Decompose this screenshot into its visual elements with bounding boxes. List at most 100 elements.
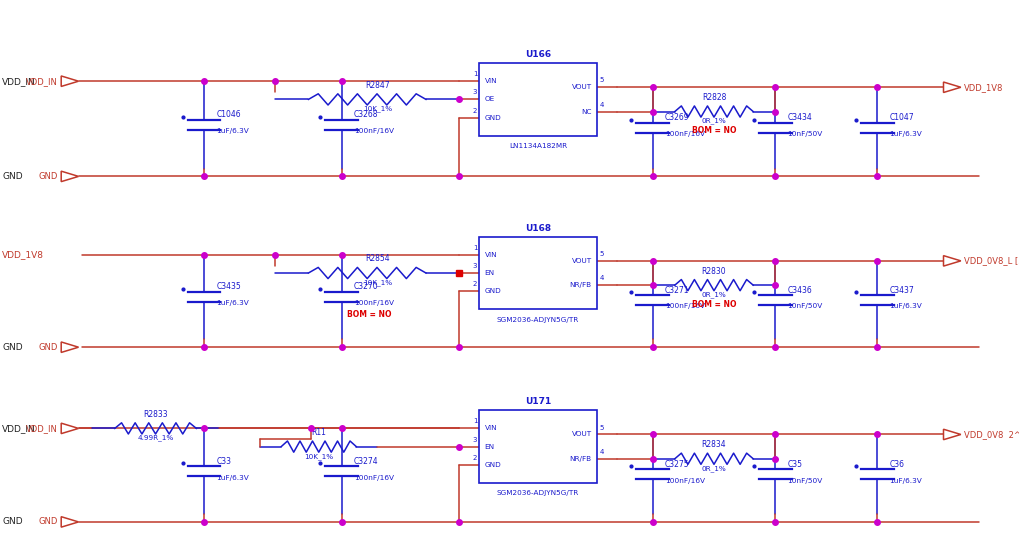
- Text: 1uF/6.3V: 1uF/6.3V: [216, 300, 249, 306]
- Text: VIN: VIN: [484, 426, 496, 431]
- Text: VOUT: VOUT: [571, 84, 591, 90]
- Text: GND: GND: [484, 288, 500, 294]
- Text: 100nF/16V: 100nF/16V: [664, 131, 704, 137]
- Text: 10nF/50V: 10nF/50V: [787, 304, 822, 310]
- Bar: [479, 237, 596, 309]
- Text: BOM = NO: BOM = NO: [691, 300, 736, 309]
- Text: VIN: VIN: [484, 78, 496, 84]
- Text: C3436: C3436: [787, 286, 811, 295]
- Text: 1uF/6.3V: 1uF/6.3V: [889, 478, 921, 484]
- Text: 5: 5: [599, 251, 603, 257]
- Text: U171: U171: [525, 397, 550, 407]
- Text: U166: U166: [525, 50, 550, 59]
- Text: C3437: C3437: [889, 286, 913, 295]
- Text: VDD_IN: VDD_IN: [2, 424, 36, 433]
- Bar: [479, 410, 596, 483]
- Text: C3270: C3270: [354, 282, 378, 291]
- Text: LN1134A182MR: LN1134A182MR: [508, 143, 567, 149]
- Text: 4.99R_1%: 4.99R_1%: [138, 435, 173, 441]
- Bar: [479, 63, 596, 136]
- Text: 100nF/16V: 100nF/16V: [354, 300, 393, 306]
- Text: 10K_1%: 10K_1%: [363, 105, 391, 113]
- Text: 100nF/16V: 100nF/16V: [354, 475, 393, 480]
- Text: R2833: R2833: [143, 410, 168, 419]
- Text: 1: 1: [473, 418, 477, 424]
- Text: 10nF/50V: 10nF/50V: [787, 131, 822, 137]
- Text: SGM2036-ADJYN5G/TR: SGM2036-ADJYN5G/TR: [496, 491, 579, 496]
- Text: GND: GND: [39, 172, 58, 181]
- Text: VDD_0V8  2^,6: VDD_0V8 2^,6: [963, 430, 1019, 439]
- Text: GND: GND: [39, 517, 58, 526]
- Text: EN: EN: [484, 444, 494, 450]
- Text: C3275: C3275: [664, 460, 689, 469]
- Text: C3274: C3274: [354, 456, 378, 466]
- Text: 10K_1%: 10K_1%: [363, 279, 391, 286]
- Text: VDD_0V8_L [3^,10]: VDD_0V8_L [3^,10]: [963, 256, 1019, 265]
- Text: GND: GND: [2, 343, 22, 352]
- Text: 3: 3: [473, 90, 477, 96]
- Text: GND: GND: [2, 172, 22, 181]
- Text: 1uF/6.3V: 1uF/6.3V: [216, 475, 249, 480]
- Text: 4: 4: [599, 101, 603, 108]
- Text: VOUT: VOUT: [571, 431, 591, 437]
- Text: 0R_1%: 0R_1%: [701, 118, 726, 124]
- Text: 100nF/16V: 100nF/16V: [354, 128, 393, 134]
- Text: GND: GND: [2, 517, 22, 526]
- Text: C35: C35: [787, 460, 802, 469]
- Text: 0R_1%: 0R_1%: [701, 465, 726, 472]
- Text: C3435: C3435: [216, 282, 240, 291]
- Text: NR/FB: NR/FB: [569, 282, 591, 288]
- Text: 4: 4: [599, 449, 603, 455]
- Text: R2854: R2854: [365, 254, 389, 264]
- Text: 100nF/16V: 100nF/16V: [664, 478, 704, 484]
- Text: BOM = NO: BOM = NO: [691, 126, 736, 135]
- Text: R2834: R2834: [701, 440, 726, 449]
- Text: C3271: C3271: [664, 286, 689, 295]
- Text: 1: 1: [473, 245, 477, 251]
- Text: 3: 3: [473, 263, 477, 269]
- Text: C1047: C1047: [889, 113, 913, 122]
- Text: OE: OE: [484, 96, 494, 102]
- Text: GND: GND: [484, 115, 500, 120]
- Text: 100nF/16V: 100nF/16V: [664, 304, 704, 310]
- Text: 1uF/6.3V: 1uF/6.3V: [889, 304, 921, 310]
- Text: VDD_IN: VDD_IN: [26, 424, 58, 433]
- Text: 10K_1%: 10K_1%: [304, 453, 333, 460]
- Text: 0R_1%: 0R_1%: [701, 291, 726, 298]
- Text: VDD_1V8: VDD_1V8: [2, 250, 44, 259]
- Text: R11: R11: [311, 428, 326, 437]
- Text: 1uF/6.3V: 1uF/6.3V: [216, 128, 249, 134]
- Text: 2: 2: [473, 281, 477, 287]
- Text: 1uF/6.3V: 1uF/6.3V: [889, 131, 921, 137]
- Text: 5: 5: [599, 77, 603, 83]
- Text: R2828: R2828: [701, 93, 726, 102]
- Text: R2847: R2847: [365, 81, 389, 90]
- Text: VOUT: VOUT: [571, 258, 591, 264]
- Text: U168: U168: [525, 223, 550, 233]
- Text: SGM2036-ADJYN5G/TR: SGM2036-ADJYN5G/TR: [496, 317, 579, 323]
- Text: VDD_1V8: VDD_1V8: [963, 83, 1003, 92]
- Text: EN: EN: [484, 270, 494, 276]
- Text: VDD_IN: VDD_IN: [2, 77, 36, 86]
- Text: 10nF/50V: 10nF/50V: [787, 478, 822, 484]
- Text: C33: C33: [216, 456, 231, 466]
- Text: R2830: R2830: [701, 267, 726, 276]
- Text: NR/FB: NR/FB: [569, 456, 591, 462]
- Text: GND: GND: [484, 462, 500, 468]
- Text: 3: 3: [473, 437, 477, 442]
- Text: NC: NC: [581, 109, 591, 115]
- Text: 1: 1: [473, 71, 477, 77]
- Text: 4: 4: [599, 275, 603, 281]
- Text: 2: 2: [473, 108, 477, 114]
- Text: GND: GND: [39, 343, 58, 352]
- Text: 5: 5: [599, 424, 603, 431]
- Text: VDD_IN: VDD_IN: [26, 77, 58, 86]
- Text: BOM = NO: BOM = NO: [346, 310, 391, 319]
- Text: 2: 2: [473, 455, 477, 461]
- Text: C3268: C3268: [354, 110, 378, 119]
- Text: VIN: VIN: [484, 252, 496, 258]
- Text: C3434: C3434: [787, 113, 811, 122]
- Text: C1046: C1046: [216, 110, 240, 119]
- Text: C36: C36: [889, 460, 904, 469]
- Text: C3269: C3269: [664, 113, 689, 122]
